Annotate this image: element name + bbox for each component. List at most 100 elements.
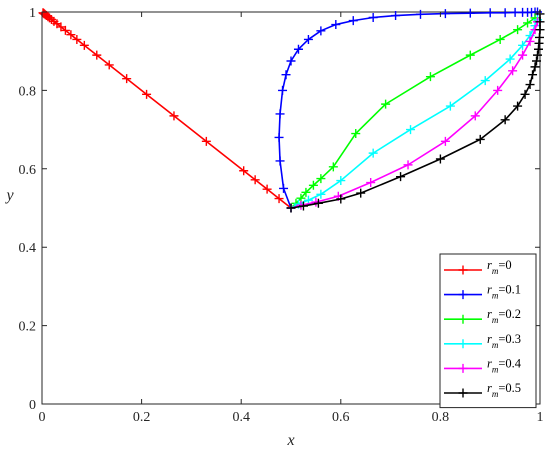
data-point xyxy=(440,9,450,19)
data-point xyxy=(72,34,82,44)
data-point xyxy=(303,34,313,44)
legend-item: rm=0.4 xyxy=(444,356,522,374)
data-point xyxy=(279,183,289,193)
legend-marker xyxy=(458,314,468,324)
legend-item: rm=0 xyxy=(444,258,512,276)
data-point xyxy=(500,115,510,125)
data-point xyxy=(406,125,416,135)
data-point xyxy=(485,8,495,18)
data-point xyxy=(293,44,303,54)
data-point xyxy=(480,76,490,86)
data-point xyxy=(142,89,152,99)
data-point xyxy=(381,99,391,109)
y-tick-label: 0.6 xyxy=(19,163,37,178)
data-point xyxy=(518,50,528,60)
x-tick-label: 0 xyxy=(39,410,46,425)
data-point xyxy=(169,111,179,121)
x-tick-label: 1 xyxy=(537,410,544,425)
data-point xyxy=(518,40,528,50)
legend-label: rm=0.5 xyxy=(487,381,521,399)
legend-label: rm=0.2 xyxy=(487,307,521,325)
data-point xyxy=(475,134,485,144)
data-point xyxy=(298,201,308,211)
data-point xyxy=(493,85,503,95)
data-point xyxy=(525,36,535,46)
data-point xyxy=(316,174,326,184)
legend-marker xyxy=(458,265,468,275)
y-tick-label: 0.8 xyxy=(19,84,37,99)
data-point xyxy=(351,129,361,139)
data-point xyxy=(513,25,523,35)
data-point xyxy=(79,40,89,50)
legend-box xyxy=(439,253,537,409)
data-point xyxy=(523,18,533,28)
legend-marker xyxy=(458,363,468,373)
data-point xyxy=(308,180,318,190)
data-point xyxy=(368,12,378,22)
y-tick-label: 0.2 xyxy=(19,320,37,335)
data-point xyxy=(104,60,114,70)
data-point xyxy=(415,9,425,19)
data-point xyxy=(520,89,530,99)
legend-item: rm=0.5 xyxy=(444,381,521,399)
data-point xyxy=(250,175,260,185)
data-point xyxy=(505,54,515,64)
series-1 xyxy=(274,7,543,213)
data-point xyxy=(316,189,326,199)
y-axis-label: y xyxy=(4,187,14,204)
data-point xyxy=(92,50,102,60)
data-point xyxy=(66,30,76,40)
data-point xyxy=(435,154,445,164)
data-point xyxy=(445,101,455,111)
legend-label: rm=0.1 xyxy=(487,283,521,301)
legend: rm=0 rm=0.1 rm=0.2 rm=0.3 rm=0.4 rm=0.5 xyxy=(439,253,537,409)
data-point xyxy=(528,70,538,80)
data-point xyxy=(532,56,542,66)
x-tick-label: 0.6 xyxy=(332,410,350,425)
data-point xyxy=(535,32,545,42)
series-line xyxy=(290,21,539,209)
data-point xyxy=(239,166,249,176)
y-tick-label: 0.4 xyxy=(19,241,37,256)
data-point xyxy=(403,160,413,170)
data-point xyxy=(391,11,401,21)
x-tick-label: 0.4 xyxy=(232,410,250,425)
data-point xyxy=(336,176,346,186)
data-point xyxy=(281,70,291,80)
data-point xyxy=(275,109,285,119)
data-point xyxy=(275,156,285,166)
data-point xyxy=(500,8,510,18)
series-line xyxy=(290,19,539,209)
data-point xyxy=(495,34,505,44)
x-axis-label: x xyxy=(286,432,294,449)
data-point xyxy=(38,8,48,18)
data-point xyxy=(533,50,543,60)
y-tick-label: 0 xyxy=(29,398,36,413)
data-point xyxy=(336,194,346,204)
legend-label: rm=0.4 xyxy=(487,356,522,374)
data-point xyxy=(535,17,545,27)
series-0 xyxy=(38,8,296,213)
data-point xyxy=(508,66,518,76)
data-point xyxy=(465,50,475,60)
data-point xyxy=(356,188,366,198)
data-point xyxy=(348,16,358,26)
data-point xyxy=(535,25,545,35)
data-point xyxy=(513,101,523,111)
data-point xyxy=(530,62,540,72)
data-point xyxy=(366,178,376,188)
data-point xyxy=(286,203,296,213)
legend-item: rm=0.1 xyxy=(444,283,521,301)
data-point xyxy=(331,20,341,30)
legend-item: rm=0.3 xyxy=(444,332,521,350)
legend-label: rm=0 xyxy=(487,258,512,276)
data-point xyxy=(278,85,288,95)
data-point xyxy=(525,80,535,90)
x-tick-label: 0.8 xyxy=(432,410,450,425)
data-point xyxy=(470,111,480,121)
data-point xyxy=(313,198,323,208)
data-point xyxy=(201,136,211,146)
data-point xyxy=(286,56,296,66)
legend-marker xyxy=(458,290,468,300)
